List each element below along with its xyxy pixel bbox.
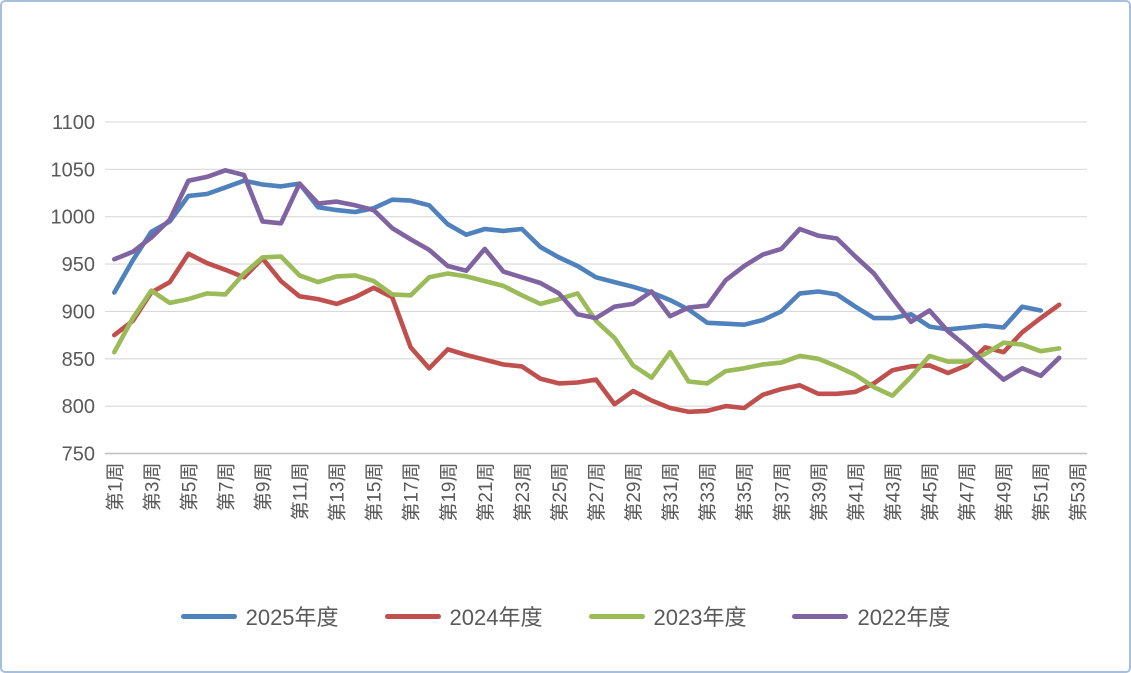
x-tick-label: 第39周 bbox=[808, 463, 830, 522]
x-tick-label: 第1周 bbox=[104, 463, 126, 512]
x-tick-label: 第35周 bbox=[734, 463, 756, 522]
x-tick-label: 第21周 bbox=[475, 463, 497, 522]
y-tick-label: 1050 bbox=[51, 159, 96, 181]
y-tick-label: 1000 bbox=[51, 207, 96, 229]
y-tick-label: 1100 bbox=[52, 112, 95, 134]
legend-item-2025: 2025年度 bbox=[180, 600, 339, 632]
x-tick-label: 第25周 bbox=[549, 463, 571, 522]
chart-legend: 2025年度 2024年度 2023年度 2022年度 bbox=[2, 600, 1129, 632]
x-tick-label: 第13周 bbox=[327, 463, 349, 522]
y-tick-label: 750 bbox=[62, 444, 95, 466]
legend-item-2023: 2023年度 bbox=[588, 600, 747, 632]
x-tick-label: 第11周 bbox=[290, 463, 312, 521]
x-tick-label: 第51周 bbox=[1031, 463, 1053, 522]
y-tick-label: 950 bbox=[62, 254, 95, 276]
legend-label: 2024年度 bbox=[449, 605, 543, 630]
series-line-2023 bbox=[112, 254, 1062, 399]
x-tick-label: 第5周 bbox=[178, 463, 200, 512]
x-tick-label: 第7周 bbox=[215, 463, 237, 512]
series-line-2022 bbox=[112, 168, 1062, 382]
y-tick-label: 900 bbox=[62, 301, 95, 323]
line-chart-plot: 750800850900950100010501100第1周 第3周 第5周 第7周第… bbox=[51, 112, 1090, 522]
x-tick-label: 第27周 bbox=[586, 463, 608, 522]
x-tick-label: 第49周 bbox=[994, 462, 1016, 521]
x-tick-label: 第31周 bbox=[660, 463, 682, 522]
legend-swatch bbox=[384, 613, 441, 619]
x-tick-label: 第43周 bbox=[882, 463, 904, 522]
legend-swatch bbox=[792, 613, 849, 619]
x-tick-label: 第53周 bbox=[1068, 463, 1090, 522]
x-tick-label: 第37周 bbox=[771, 463, 793, 522]
series-line-2024 bbox=[112, 251, 1062, 415]
x-tick-label: 第41周 bbox=[845, 463, 867, 522]
x-tick-label: 第23周 bbox=[512, 463, 534, 522]
x-tick-label: 第9周 bbox=[252, 463, 274, 512]
y-tick-label: 800 bbox=[62, 396, 95, 418]
legend-swatch bbox=[588, 613, 645, 619]
x-tick-label: 第19周 bbox=[438, 463, 460, 522]
y-tick-label: 850 bbox=[62, 349, 95, 371]
x-tick-label: 第15周 bbox=[364, 463, 386, 522]
x-tick-label: 第33周 bbox=[697, 463, 719, 522]
x-tick-label: 第3周 bbox=[141, 463, 163, 512]
x-tick-label: 第29周 bbox=[623, 463, 645, 522]
legend-item-2022: 2022年度 bbox=[792, 600, 950, 632]
x-tick-label: 第45周 bbox=[920, 463, 942, 522]
legend-label: 2023年度 bbox=[653, 605, 747, 630]
x-tick-label: 第17周 bbox=[401, 463, 423, 522]
series-line-2025 bbox=[112, 178, 1043, 332]
legend-item-2024: 2024年度 bbox=[384, 600, 543, 632]
x-tick-label: 第47周 bbox=[957, 463, 979, 522]
legend-swatch bbox=[180, 613, 237, 619]
legend-label: 2025年度 bbox=[245, 605, 339, 630]
legend-label: 2022年度 bbox=[857, 605, 951, 630]
